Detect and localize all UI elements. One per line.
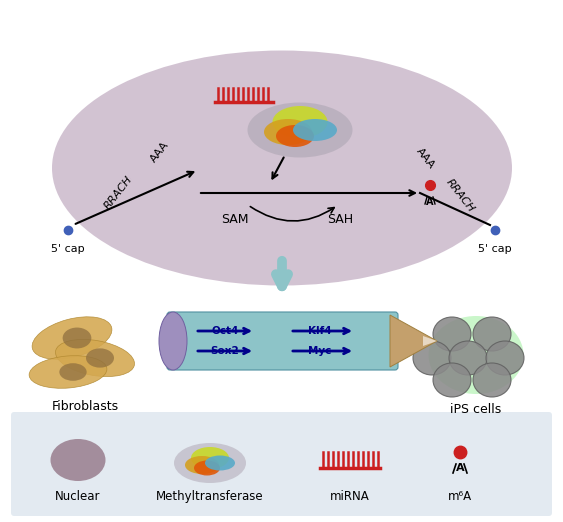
Text: RRACH: RRACH xyxy=(102,174,134,211)
Ellipse shape xyxy=(473,317,511,351)
Text: Methyltransferase: Methyltransferase xyxy=(156,490,264,503)
Ellipse shape xyxy=(293,119,337,141)
Text: A: A xyxy=(426,197,434,207)
Ellipse shape xyxy=(248,102,352,158)
Ellipse shape xyxy=(62,327,91,349)
Ellipse shape xyxy=(59,363,87,381)
Ellipse shape xyxy=(32,317,112,359)
Text: 5' cap: 5' cap xyxy=(51,244,85,254)
Text: iPS cells: iPS cells xyxy=(450,403,502,416)
Text: AAA: AAA xyxy=(414,146,436,170)
Text: AAA: AAA xyxy=(149,140,171,164)
Ellipse shape xyxy=(473,363,511,397)
Ellipse shape xyxy=(449,341,487,375)
Ellipse shape xyxy=(174,443,246,483)
Text: 5' cap: 5' cap xyxy=(478,244,512,254)
Text: SAH: SAH xyxy=(327,213,353,226)
Ellipse shape xyxy=(185,456,219,474)
Ellipse shape xyxy=(433,363,471,397)
Ellipse shape xyxy=(413,341,451,375)
Ellipse shape xyxy=(486,341,524,375)
Text: Oct4: Oct4 xyxy=(211,326,239,336)
Ellipse shape xyxy=(191,447,229,469)
Ellipse shape xyxy=(29,355,107,388)
Ellipse shape xyxy=(52,51,512,286)
Ellipse shape xyxy=(272,106,328,138)
Ellipse shape xyxy=(276,125,314,147)
Ellipse shape xyxy=(159,312,187,370)
Ellipse shape xyxy=(56,339,135,376)
FancyBboxPatch shape xyxy=(167,312,398,370)
Ellipse shape xyxy=(86,348,114,367)
Text: Myc: Myc xyxy=(309,346,332,356)
Text: RRACH: RRACH xyxy=(444,177,476,215)
Text: m⁶A: m⁶A xyxy=(448,490,472,503)
Ellipse shape xyxy=(428,316,524,394)
FancyBboxPatch shape xyxy=(11,412,552,516)
Ellipse shape xyxy=(194,460,220,476)
Ellipse shape xyxy=(205,456,235,470)
Text: Fibroblasts: Fibroblasts xyxy=(51,400,119,413)
Text: Nuclear: Nuclear xyxy=(55,490,101,503)
Ellipse shape xyxy=(264,119,312,145)
Text: A: A xyxy=(455,463,464,473)
Ellipse shape xyxy=(433,317,471,351)
Polygon shape xyxy=(423,336,437,346)
Ellipse shape xyxy=(51,439,105,481)
Text: SAM: SAM xyxy=(221,213,249,226)
Polygon shape xyxy=(390,315,437,367)
Text: Klf4: Klf4 xyxy=(308,326,332,336)
Text: Sox2: Sox2 xyxy=(211,346,239,356)
Text: miRNA: miRNA xyxy=(330,490,370,503)
